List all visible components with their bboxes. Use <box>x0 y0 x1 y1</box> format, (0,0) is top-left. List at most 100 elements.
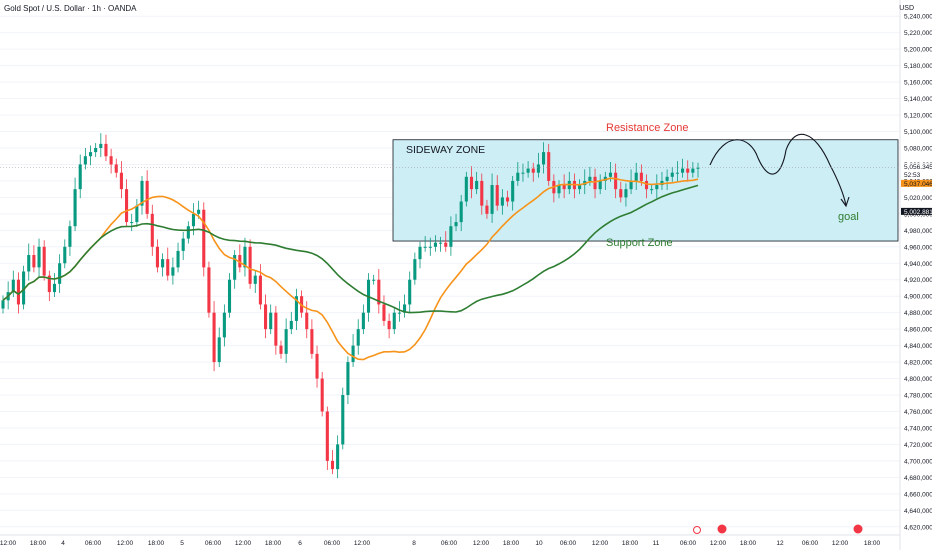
candle-body <box>238 255 242 268</box>
candle-body <box>145 180 149 214</box>
candle-body <box>696 167 700 169</box>
candle-body <box>341 395 345 445</box>
candle-body <box>289 320 293 330</box>
candle-body <box>675 172 679 174</box>
candle-body <box>166 259 170 276</box>
candle-body <box>521 172 525 174</box>
candle-body <box>248 246 252 284</box>
candle-body <box>305 312 309 330</box>
x-tick-label: 12:00 <box>592 540 609 547</box>
candle-body <box>485 205 489 214</box>
sideway-zone <box>392 139 899 242</box>
candle-body <box>444 242 448 247</box>
candle-body <box>562 185 566 190</box>
x-tick-label: 18:00 <box>622 540 639 547</box>
candle-body <box>233 255 237 280</box>
candle-body <box>68 226 72 247</box>
x-tick-label: 12:00 <box>235 540 252 547</box>
x-tick-label: 12:00 <box>354 540 371 547</box>
event-marker-icon <box>693 526 701 534</box>
candle-body <box>454 222 458 227</box>
x-tick-label: 12:00 <box>117 540 134 547</box>
candle-body <box>63 246 67 264</box>
x-tick-label: 12:00 <box>473 540 490 547</box>
candle-body <box>578 185 582 190</box>
candle-body <box>691 168 695 173</box>
candle-body <box>325 411 329 461</box>
y-tick-label: 5,100,000 <box>904 129 932 136</box>
candle-body <box>536 164 540 173</box>
candle-body <box>140 180 144 206</box>
projection-arrowhead <box>840 196 850 208</box>
y-tick-label: 4,620,000 <box>904 524 932 531</box>
x-tick-label: 06:00 <box>324 540 341 547</box>
candle-body <box>32 255 36 268</box>
candle-body <box>619 189 623 198</box>
candle-body <box>439 242 443 244</box>
y-tick-label: 4,980,000 <box>904 228 932 235</box>
x-tick-label: 06:00 <box>441 540 458 547</box>
last-price-tag: 5,056.345 <box>904 164 932 171</box>
candle-body <box>608 172 613 177</box>
candle-body <box>243 246 247 268</box>
x-tick-label: 06:00 <box>560 540 577 547</box>
candle-body <box>16 279 20 305</box>
candle-body <box>526 168 530 173</box>
candle-body <box>125 189 129 223</box>
candle-body <box>104 143 108 157</box>
candle-body <box>37 246 41 268</box>
y-tick-label: 4,820,000 <box>904 360 932 367</box>
candle-body <box>500 197 504 206</box>
last-price-tag-bg <box>901 163 932 171</box>
candle-body <box>171 267 175 276</box>
x-tick-label: 18:00 <box>148 540 165 547</box>
x-tick-label: 12:00 <box>0 540 17 547</box>
y-tick-label: 5,220,000 <box>904 30 932 37</box>
candle-body <box>119 172 123 190</box>
sideway-zone-label: SIDEWAY ZONE <box>406 144 485 156</box>
candle-body <box>356 329 360 346</box>
countdown-tag: 52:53 <box>904 172 921 179</box>
candle-body <box>207 267 211 313</box>
y-tick-label: 4,660,000 <box>904 491 932 498</box>
x-tick-label: 18:00 <box>864 540 881 547</box>
projection-path <box>709 133 847 206</box>
candle-body <box>310 329 314 354</box>
candle-body <box>78 164 82 190</box>
x-tick-label: 5 <box>180 540 184 547</box>
candle-body <box>186 226 190 239</box>
candle-body <box>629 180 633 190</box>
candle-body <box>197 209 201 214</box>
candle-body <box>392 312 396 330</box>
y-tick-label: 4,880,000 <box>904 310 932 317</box>
candle-body <box>88 152 93 157</box>
candle-body <box>624 189 628 198</box>
candle-body <box>449 226 453 247</box>
candle-body <box>212 312 216 363</box>
candle-body <box>655 185 659 190</box>
candle-body <box>418 246 422 260</box>
candle-body <box>480 180 484 206</box>
candle-body <box>413 259 417 280</box>
candle-body <box>58 263 62 284</box>
candle-body <box>490 185 494 214</box>
x-tick-label: 18:00 <box>265 540 282 547</box>
y-tick-label: 5,080,000 <box>904 145 932 152</box>
candle-body <box>217 337 221 363</box>
x-tick-label: 4 <box>61 540 65 547</box>
candle-body <box>279 345 283 354</box>
candle-body <box>531 168 535 173</box>
candle-body <box>161 259 165 268</box>
x-tick-label: 6 <box>298 540 302 547</box>
candle-body <box>511 180 515 202</box>
candle-body <box>403 304 407 313</box>
currency-label: USD <box>899 5 914 12</box>
candle-body <box>660 180 664 186</box>
candle-body <box>99 143 103 148</box>
candle-body <box>464 176 468 202</box>
y-tick-label: 4,760,000 <box>904 409 932 416</box>
candle-body <box>588 176 592 181</box>
countdown-tag-bg <box>901 171 932 179</box>
candle-body <box>284 329 288 354</box>
